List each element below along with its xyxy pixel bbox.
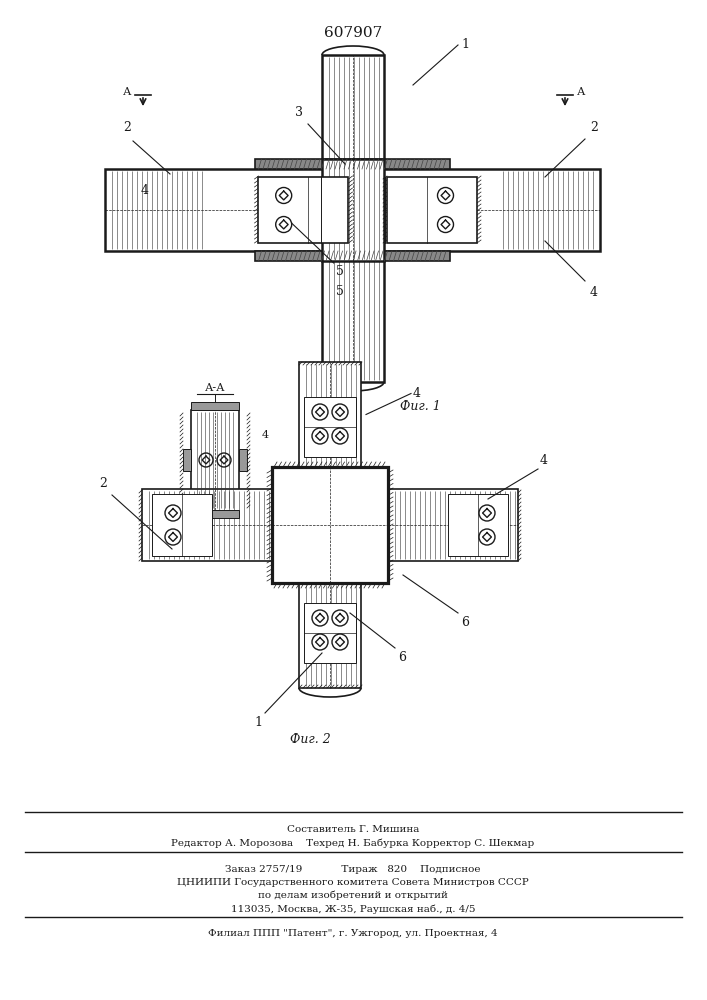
- Bar: [259, 177, 349, 243]
- Text: 2: 2: [123, 121, 131, 134]
- Text: 4: 4: [283, 520, 290, 530]
- Text: Фиг. 2: Фиг. 2: [290, 733, 330, 746]
- Text: 5: 5: [336, 285, 344, 298]
- Text: по делам изобретений и открытий: по делам изобретений и открытий: [258, 891, 448, 900]
- Bar: [322, 257, 384, 382]
- Bar: [142, 489, 272, 561]
- Bar: [388, 489, 518, 561]
- Text: 3: 3: [295, 106, 303, 119]
- Text: 2: 2: [99, 477, 107, 490]
- Bar: [105, 169, 600, 251]
- Bar: [183, 449, 191, 471]
- Text: 6: 6: [461, 616, 469, 629]
- Bar: [191, 402, 239, 410]
- Text: 1: 1: [461, 38, 469, 51]
- Text: 4: 4: [413, 387, 421, 400]
- Bar: [304, 603, 356, 663]
- Bar: [322, 159, 384, 261]
- Bar: [322, 55, 384, 163]
- Bar: [191, 410, 239, 510]
- Bar: [299, 362, 361, 467]
- Text: 4: 4: [590, 286, 598, 299]
- Text: 6: 6: [398, 651, 406, 664]
- Text: Редактор А. Морозова    Техред Н. Бабурка Корректор С. Шекмар: Редактор А. Морозова Техред Н. Бабурка К…: [171, 839, 534, 848]
- Text: Заказ 2757/19            Тираж   820    Подписное: Заказ 2757/19 Тираж 820 Подписное: [226, 865, 481, 874]
- Bar: [255, 251, 450, 261]
- Bar: [304, 397, 356, 457]
- Bar: [152, 494, 212, 556]
- Text: ЦНИИПИ Государственного комитета Совета Министров СССР: ЦНИИПИ Государственного комитета Совета …: [177, 878, 529, 887]
- Text: А: А: [122, 87, 131, 97]
- Bar: [272, 467, 388, 583]
- Text: 113035, Москва, Ж-35, Раушская наб., д. 4/5: 113035, Москва, Ж-35, Раушская наб., д. …: [230, 904, 475, 914]
- Text: 2: 2: [590, 121, 598, 134]
- Text: А-А: А-А: [205, 383, 226, 393]
- Bar: [239, 449, 247, 471]
- Bar: [448, 494, 508, 556]
- Text: Филиал ППП "Патент", г. Ужгород, ул. Проектная, 4: Филиал ППП "Патент", г. Ужгород, ул. Про…: [208, 929, 498, 938]
- Text: 607907: 607907: [324, 26, 382, 40]
- Text: 1: 1: [254, 716, 262, 729]
- Bar: [299, 583, 361, 688]
- Text: 4: 4: [540, 454, 548, 467]
- Text: 4: 4: [262, 430, 269, 440]
- Text: Фиг. 1: Фиг. 1: [399, 400, 440, 413]
- Bar: [255, 159, 450, 169]
- Text: 2: 2: [149, 490, 156, 500]
- Bar: [191, 510, 239, 518]
- Bar: [387, 177, 477, 243]
- Text: А: А: [577, 87, 585, 97]
- Text: 5: 5: [336, 265, 344, 278]
- Text: Составитель Г. Мишина: Составитель Г. Мишина: [287, 825, 419, 834]
- Text: 4: 4: [141, 184, 149, 198]
